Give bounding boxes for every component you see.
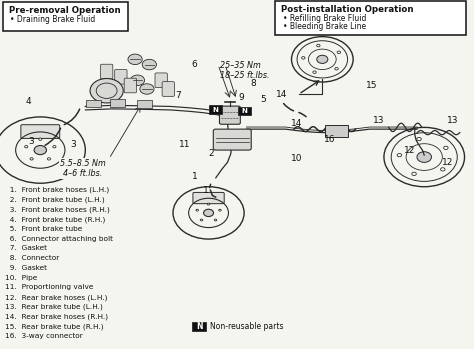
Circle shape <box>25 146 28 148</box>
Circle shape <box>207 203 210 205</box>
Text: 7: 7 <box>175 91 181 101</box>
Circle shape <box>337 51 340 53</box>
FancyBboxPatch shape <box>100 64 113 79</box>
Text: Post-installation Operation: Post-installation Operation <box>281 5 414 14</box>
Text: 3: 3 <box>28 137 34 146</box>
Circle shape <box>39 138 42 140</box>
Circle shape <box>47 158 51 160</box>
FancyBboxPatch shape <box>219 106 240 124</box>
Circle shape <box>313 71 316 73</box>
FancyBboxPatch shape <box>193 192 224 204</box>
Circle shape <box>53 146 56 148</box>
Text: 2: 2 <box>208 149 214 158</box>
Circle shape <box>34 146 46 155</box>
Text: 14: 14 <box>276 90 288 99</box>
Text: 14: 14 <box>291 119 302 128</box>
Text: 5: 5 <box>260 95 266 104</box>
FancyBboxPatch shape <box>115 69 127 84</box>
Circle shape <box>201 219 203 221</box>
Circle shape <box>417 138 421 141</box>
Text: 4.  Front brake tube (R.H.): 4. Front brake tube (R.H.) <box>5 216 105 223</box>
Text: 1: 1 <box>191 172 197 181</box>
Circle shape <box>301 57 305 59</box>
FancyBboxPatch shape <box>275 1 466 35</box>
Circle shape <box>444 146 448 149</box>
Text: • Draining Brake Fluid: • Draining Brake Fluid <box>10 15 96 24</box>
Text: 1.  Front brake hoses (L.H.): 1. Front brake hoses (L.H.) <box>5 187 109 193</box>
Circle shape <box>30 158 33 160</box>
Circle shape <box>196 209 199 211</box>
Text: • Refilling Brake Fluid: • Refilling Brake Fluid <box>283 14 366 23</box>
Text: 10: 10 <box>291 154 302 163</box>
FancyBboxPatch shape <box>192 322 206 331</box>
Text: 6: 6 <box>191 60 197 69</box>
Circle shape <box>142 59 156 70</box>
Text: 3: 3 <box>71 140 76 149</box>
Circle shape <box>203 209 213 216</box>
Text: 15.  Rear brake tube (R.H.): 15. Rear brake tube (R.H.) <box>5 324 103 330</box>
Text: 1: 1 <box>203 186 209 195</box>
Circle shape <box>90 79 123 103</box>
Text: 14.  Rear brake hoses (R.H.): 14. Rear brake hoses (R.H.) <box>5 314 108 320</box>
FancyBboxPatch shape <box>110 99 125 107</box>
FancyBboxPatch shape <box>213 129 251 150</box>
Circle shape <box>317 44 320 47</box>
Text: 12.  Rear brake hoses (L.H.): 12. Rear brake hoses (L.H.) <box>5 294 107 301</box>
Text: Pre-removal Operation: Pre-removal Operation <box>9 6 120 15</box>
Text: • Bleeding Brake Line: • Bleeding Brake Line <box>283 22 366 31</box>
Text: 12: 12 <box>442 158 454 167</box>
Text: 8.  Connector: 8. Connector <box>5 255 59 261</box>
Text: 6.  Connector attaching bolt: 6. Connector attaching bolt <box>5 236 113 242</box>
Text: N: N <box>242 108 247 114</box>
Text: 25–35 Nm
18–25 ft.lbs.: 25–35 Nm 18–25 ft.lbs. <box>220 61 270 81</box>
Text: 4: 4 <box>26 97 31 106</box>
Text: 7.  Gasket: 7. Gasket <box>5 245 47 251</box>
Text: 3.  Front brake hoses (R.H.): 3. Front brake hoses (R.H.) <box>5 206 109 213</box>
FancyBboxPatch shape <box>21 125 60 139</box>
FancyBboxPatch shape <box>238 107 251 115</box>
Circle shape <box>335 67 338 70</box>
FancyBboxPatch shape <box>155 73 167 88</box>
Text: 15: 15 <box>366 81 378 90</box>
Circle shape <box>317 55 328 64</box>
Circle shape <box>128 54 142 65</box>
Text: 16: 16 <box>324 135 335 144</box>
Text: 13: 13 <box>447 116 458 125</box>
Text: N: N <box>213 106 219 113</box>
Text: 13.  Rear brake tube (L.H.): 13. Rear brake tube (L.H.) <box>5 304 102 311</box>
Text: N: N <box>196 322 202 331</box>
Circle shape <box>397 154 401 157</box>
Circle shape <box>440 168 445 171</box>
Text: 13: 13 <box>374 116 385 125</box>
Text: 5.5–8.5 Nm
4–6 ft.lbs.: 5.5–8.5 Nm 4–6 ft.lbs. <box>60 159 106 178</box>
Text: 8: 8 <box>251 79 256 88</box>
Text: 5.  Front brake tube: 5. Front brake tube <box>5 226 82 232</box>
Text: 10.  Pipe: 10. Pipe <box>5 275 37 281</box>
FancyBboxPatch shape <box>137 100 152 108</box>
Text: 11.  Proportioning valve: 11. Proportioning valve <box>5 284 93 290</box>
FancyBboxPatch shape <box>124 78 137 93</box>
Text: 9: 9 <box>238 93 244 102</box>
Text: 16.  3-way connector: 16. 3-way connector <box>5 333 82 339</box>
Circle shape <box>417 152 431 162</box>
Text: 2.  Front brake tube (L.H.): 2. Front brake tube (L.H.) <box>5 196 104 203</box>
Text: 11: 11 <box>179 140 191 149</box>
Text: 9.  Gasket: 9. Gasket <box>5 265 47 271</box>
Text: 12: 12 <box>404 146 416 155</box>
FancyBboxPatch shape <box>162 82 174 96</box>
Text: Non-reusable parts: Non-reusable parts <box>210 322 283 331</box>
FancyBboxPatch shape <box>209 105 222 114</box>
FancyBboxPatch shape <box>3 2 128 31</box>
FancyBboxPatch shape <box>325 125 348 137</box>
Circle shape <box>214 219 217 221</box>
Circle shape <box>140 84 154 94</box>
Circle shape <box>219 209 221 211</box>
FancyBboxPatch shape <box>86 100 101 107</box>
Circle shape <box>130 75 145 86</box>
Circle shape <box>412 172 416 176</box>
